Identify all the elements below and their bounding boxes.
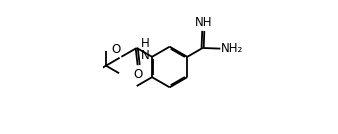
Text: NH₂: NH₂ xyxy=(221,42,243,55)
Text: NH: NH xyxy=(194,16,212,29)
Text: O: O xyxy=(112,43,121,56)
Text: H
N: H N xyxy=(141,37,149,62)
Text: O: O xyxy=(134,68,143,81)
